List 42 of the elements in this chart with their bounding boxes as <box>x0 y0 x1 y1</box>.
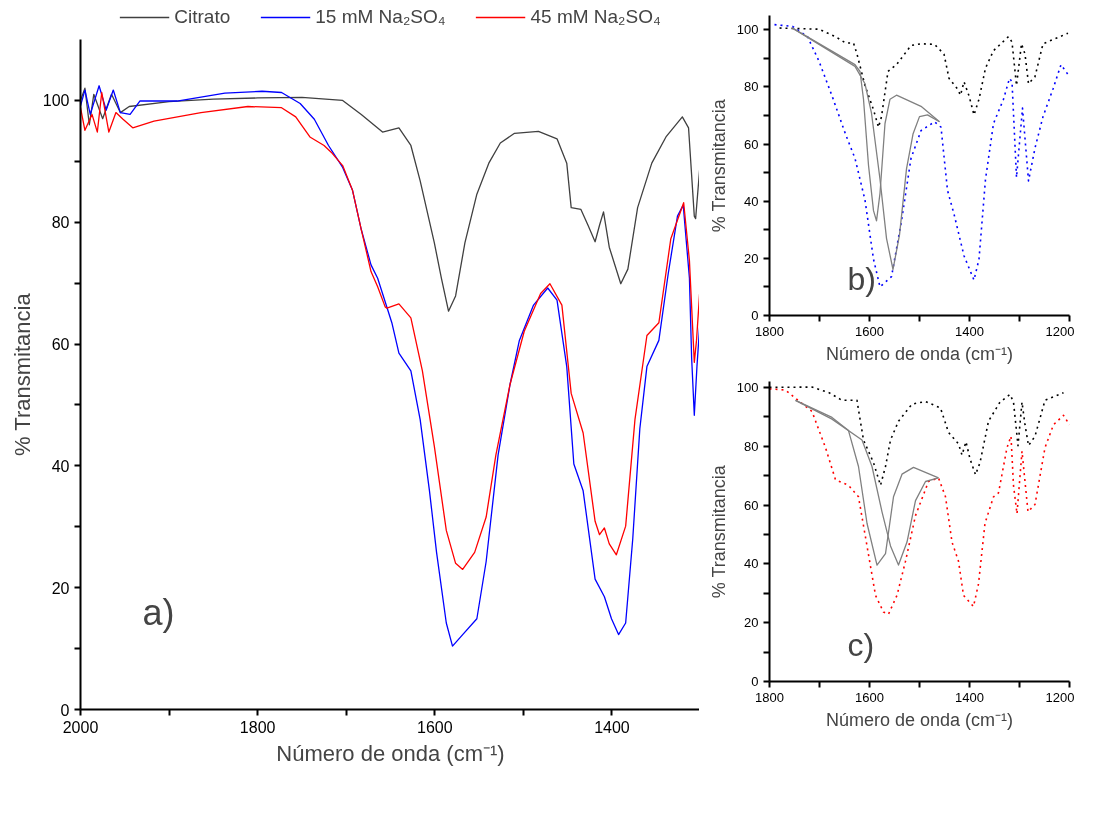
y-tick-label: 0 <box>751 674 759 689</box>
y-axis-title: % Transmitancia <box>9 292 35 457</box>
x-tick-label: 2000 <box>62 718 99 736</box>
y-tick-label: 100 <box>42 92 70 110</box>
annotation: a) <box>142 591 175 633</box>
legend-label: Citrato <box>174 6 231 28</box>
x-tick-label: 1200 <box>1045 323 1075 339</box>
annotation: b) <box>847 260 876 297</box>
y-tick-label: 100 <box>736 379 759 395</box>
y-tick-label: 40 <box>744 556 759 572</box>
y-tick-label: 60 <box>744 136 759 152</box>
x-tick-label: 1600 <box>855 323 884 339</box>
y-tick-label: 80 <box>51 214 70 232</box>
y-tick-label: 60 <box>51 336 70 354</box>
x-axis-title: Número de onda (cm⁻¹) <box>276 740 505 766</box>
legend-label: 15 mM Na₂SO₄ <box>315 6 446 28</box>
y-tick-label: 60 <box>744 497 759 513</box>
y-tick-label: 20 <box>744 615 759 631</box>
y-axis-title: % Transmitancia <box>708 98 729 233</box>
y-tick-label: 80 <box>744 438 759 454</box>
annotation: c) <box>847 626 875 663</box>
y-tick-label: 0 <box>751 308 759 323</box>
x-tick-label: 1600 <box>855 689 884 705</box>
x-tick-label: 1600 <box>416 718 453 736</box>
y-tick-label: 40 <box>744 193 759 209</box>
x-tick-label: 1400 <box>955 323 984 339</box>
legend-label: 45 mM Na₂SO₄ <box>530 6 661 28</box>
y-tick-label: 100 <box>736 22 759 38</box>
y-tick-label: 0 <box>60 701 70 719</box>
x-tick-label: 1200 <box>1045 689 1075 705</box>
y-tick-label: 20 <box>744 250 759 266</box>
y-tick-label: 20 <box>51 579 70 597</box>
x-axis-title: Número de onda (cm⁻¹) <box>825 709 1014 730</box>
y-tick-label: 80 <box>744 79 759 95</box>
y-tick-label: 40 <box>51 457 70 475</box>
x-tick-label: 1800 <box>755 689 784 705</box>
x-tick-label: 1800 <box>239 718 276 736</box>
y-axis-title: % Transmitancia <box>708 464 729 599</box>
x-tick-label: 1800 <box>755 323 784 339</box>
x-tick-label: 1400 <box>594 718 630 736</box>
x-axis-title: Número de onda (cm⁻¹) <box>825 343 1014 364</box>
x-tick-label: 1400 <box>955 689 984 705</box>
